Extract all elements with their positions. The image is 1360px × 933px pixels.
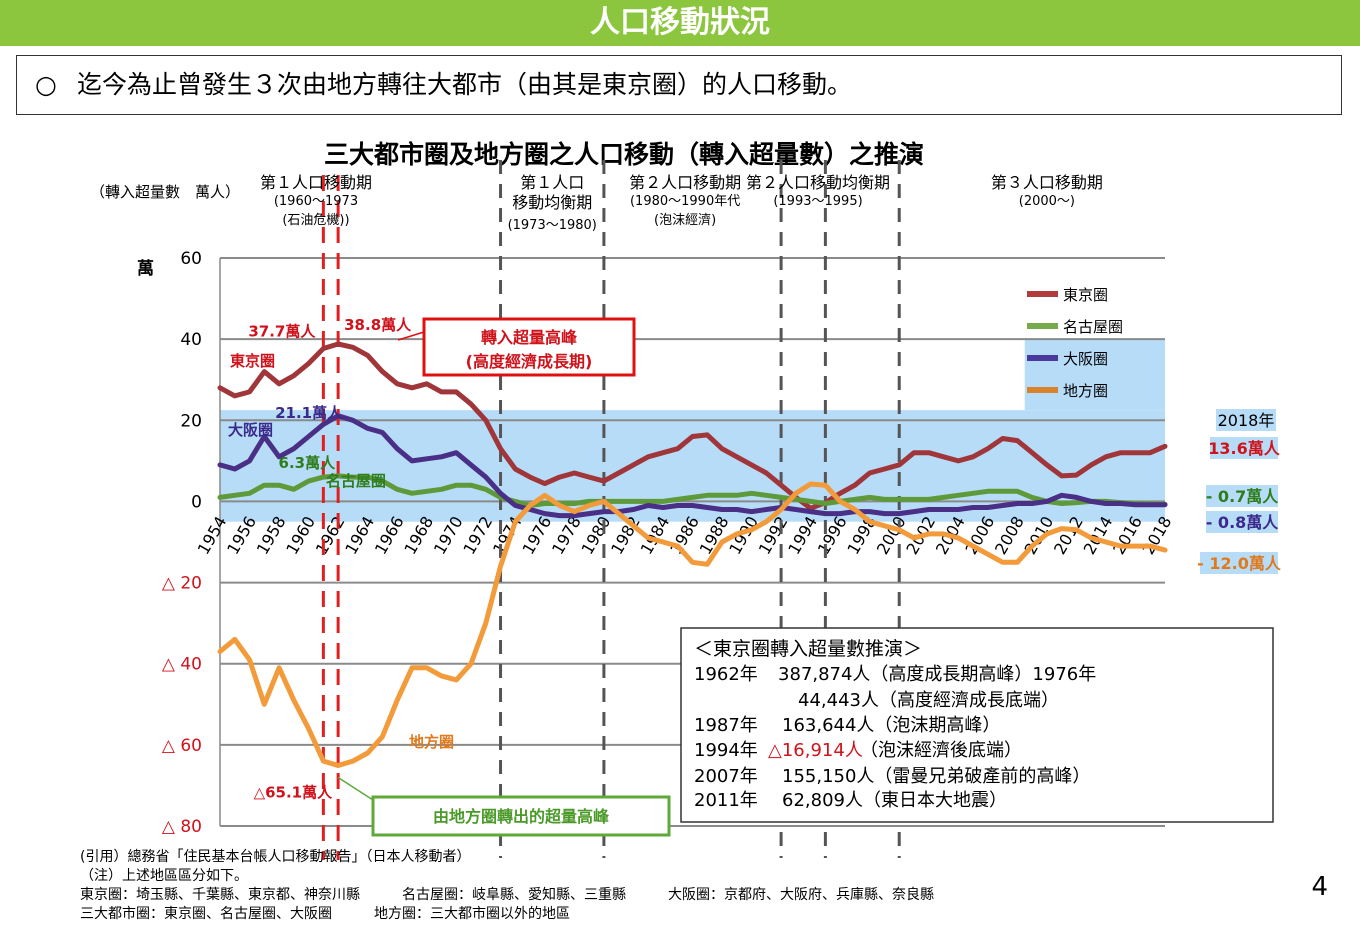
nagoya-2018-value: - 0.7萬人 [1206, 487, 1280, 506]
page-title: 人口移動狀況 [0, 0, 1360, 46]
annotation-nagoya-name: 名古屋圈 [326, 472, 386, 490]
outflow-callout-box [371, 795, 671, 837]
period-label: 第３人口移動期 [991, 173, 1103, 192]
tokyo-trend-year: 2007年 [694, 766, 758, 787]
peak-callout-leader [397, 331, 425, 341]
local-2018-bg [1200, 552, 1278, 574]
tokyo-trend-value: 155,150人（雷曼兄弟破產前的高峰） [782, 766, 1090, 787]
tokyo-trend-box [680, 627, 1274, 823]
tokyo-2018-bg [1210, 437, 1278, 459]
tokyo-trend-note: （泡沫經濟後底端） [860, 740, 1022, 761]
footnote-source: (引用）總務省「住民基本台帳人口移動報告」（日本人移動者） [80, 849, 471, 865]
period-label: (泡沫經濟) [654, 212, 716, 228]
summary-bullet: ○ [35, 70, 57, 99]
summary-text: 迄今為止曾發生３次由地方轉往大都市（由其是東京圈）的人口移動。 [77, 70, 853, 99]
legend-label-1: 東京圈 [1063, 286, 1108, 304]
period-label: (石油危機)) [282, 213, 349, 228]
legend-label-4: 地方圈 [1063, 382, 1108, 400]
local-2018-value: - 12.0萬人 [1197, 554, 1282, 573]
period-label: 移動均衡期 [512, 193, 592, 212]
outflow-callout-leader [337, 776, 374, 801]
footnote-regions: 東京圈：埼玉縣、千葉縣、東京都、神奈川縣 名古屋圈：岐阜縣、愛知縣、三重縣 大阪… [80, 887, 934, 903]
tokyo-trend-year: 2011年 [694, 790, 758, 811]
peak-callout-line1: 轉入超量高峰 [481, 328, 578, 347]
tokyo-trend-value: 387,874人（高度成長期高峰）1976年 [778, 664, 1096, 685]
series-line-1 [217, 341, 1168, 511]
y-tick-label: 60 [180, 249, 202, 269]
annotation-osaka-name: 大阪圈 [228, 421, 273, 439]
x-tick-label: 1954 [194, 513, 231, 558]
tokyo-trend-year: 1987年 [694, 715, 758, 736]
y-tick-label: △ 60 [162, 736, 202, 756]
period-label: 第２人口移動均衡期 [746, 173, 890, 192]
annotation-nagoya-peak: 6.3萬人 [279, 454, 337, 472]
period-label: (1980～1990年代 [630, 194, 740, 209]
footnotes: (引用）總務省「住民基本台帳人口移動報告」（日本人移動者） （注）上述地區區分如… [80, 848, 934, 924]
y-tick-label: 20 [180, 411, 202, 431]
page-number: 4 [1311, 872, 1328, 902]
peak-callout-line2: (高度經濟成長期) [466, 352, 593, 371]
outflow-callout-text: 由地方圈轉出的超量高峰 [433, 807, 610, 826]
legend-label-3: 大阪圈 [1063, 350, 1108, 368]
legend-band [1024, 339, 1165, 411]
year-2018-bg [1216, 409, 1276, 431]
y-tick-label: 40 [180, 330, 202, 350]
annotation-tokyo-1961: 37.7萬人 [248, 322, 316, 340]
annotation-local-name: 地方圈 [409, 733, 454, 751]
tokyo-trend-year: 1962年 [694, 664, 758, 685]
tokyo-trend-value: 44,443人（高度經濟成長底端） [798, 690, 1059, 711]
osaka-2018-bg [1206, 511, 1278, 533]
footnote-note: （注）上述地區區分如下。 [80, 868, 248, 884]
y-tick-label: △ 40 [162, 655, 202, 675]
period-label: (1960～1973 [274, 194, 358, 209]
period-label: 第１人口移動期 [260, 173, 372, 192]
y-tick-label: △ 80 [162, 817, 202, 837]
period-label: (2000～) [1019, 194, 1075, 209]
year-2018-label: 2018年 [1218, 411, 1275, 430]
y-axis-label: （轉入超量數 萬人） [90, 183, 240, 201]
legend-label-2: 名古屋圈 [1063, 318, 1123, 336]
nagoya-2018-bg [1206, 485, 1278, 507]
osaka-2018-value: - 0.8萬人 [1206, 513, 1280, 532]
annotation-local-peak: △65.1萬人 [254, 784, 334, 802]
summary-box: ○ 迄今為止曾發生３次由地方轉往大都市（由其是東京圈）的人口移動。 [16, 55, 1342, 115]
series-line-2 [217, 473, 1168, 508]
period-label: (1993～1995) [773, 194, 862, 209]
tokyo-trend-title: ＜東京圈轉入超量數推演＞ [694, 638, 922, 660]
annotation-tokyo-1962: 38.8萬人 [344, 316, 412, 334]
tokyo-trend-value: △16,914人 [768, 740, 863, 761]
annotation-osaka-peak: 21.1萬人 [275, 404, 343, 422]
period-label: 第１人口 [520, 173, 584, 192]
chart-title: 三大都市圈及地方圈之人口移動（轉入超量數）之推演 [324, 140, 924, 169]
tokyo-trend-year: 1994年 [694, 740, 758, 761]
annotation-tokyo-name: 東京圈 [230, 352, 275, 370]
period-label: 第２人口移動期 [629, 173, 741, 192]
series-line-4 [217, 481, 1168, 768]
period-label: (1973～1980) [508, 218, 597, 233]
tokyo-trend-value: 163,644人（泡沫期高峰） [782, 715, 1000, 736]
y-axis-unit: 萬 [137, 258, 154, 279]
footnote-metro: 三大都市圈：東京圈、名古屋圈、大阪圈 地方圈：三大都市圈以外的地區 [80, 906, 570, 922]
peak-callout-box [422, 317, 636, 377]
tokyo-2018-value: 13.6萬人 [1208, 439, 1280, 458]
y-tick-label: △ 20 [162, 574, 202, 594]
tokyo-trend-value: 62,809人（東日本大地震） [782, 790, 1007, 811]
series-line-3 [217, 413, 1168, 519]
y-tick-label: 0 [191, 492, 202, 512]
